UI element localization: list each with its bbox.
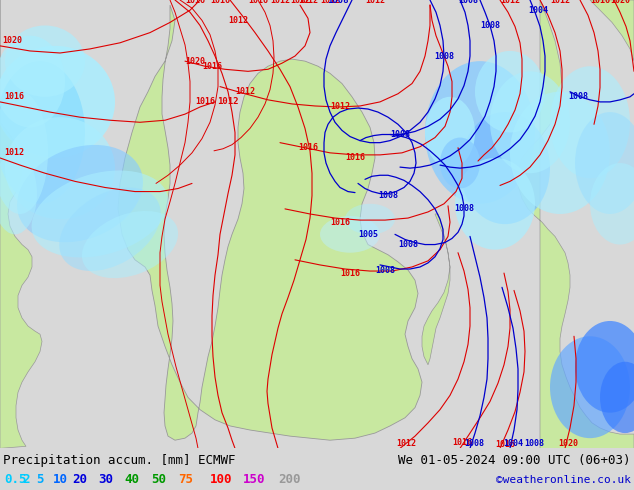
Ellipse shape bbox=[59, 188, 161, 271]
Text: 1008: 1008 bbox=[480, 21, 500, 30]
Text: 1016: 1016 bbox=[210, 0, 230, 4]
Text: 1008: 1008 bbox=[434, 51, 454, 61]
Ellipse shape bbox=[575, 321, 634, 413]
Text: 1012: 1012 bbox=[290, 0, 310, 4]
Text: 1012: 1012 bbox=[298, 0, 318, 4]
Text: 1012: 1012 bbox=[217, 98, 239, 106]
Polygon shape bbox=[518, 0, 634, 448]
Ellipse shape bbox=[590, 163, 634, 245]
Text: 0.5: 0.5 bbox=[4, 473, 27, 487]
Text: 1008: 1008 bbox=[464, 439, 484, 448]
Ellipse shape bbox=[5, 117, 115, 219]
Ellipse shape bbox=[575, 112, 634, 214]
Ellipse shape bbox=[82, 211, 178, 278]
Ellipse shape bbox=[320, 216, 380, 253]
Text: We 01-05-2024 09:00 UTC (06+03): We 01-05-2024 09:00 UTC (06+03) bbox=[399, 454, 631, 467]
Text: 1012: 1012 bbox=[396, 439, 416, 448]
Ellipse shape bbox=[0, 46, 115, 158]
Text: 1008: 1008 bbox=[378, 191, 398, 200]
Polygon shape bbox=[0, 0, 42, 448]
Text: 1012: 1012 bbox=[330, 102, 350, 112]
Text: 1016: 1016 bbox=[202, 62, 222, 71]
Text: 1016: 1016 bbox=[495, 440, 515, 449]
Ellipse shape bbox=[550, 336, 630, 438]
Text: 20: 20 bbox=[72, 473, 87, 487]
Text: 1016: 1016 bbox=[248, 0, 268, 4]
Text: 1008: 1008 bbox=[390, 130, 410, 139]
Text: 1012: 1012 bbox=[365, 0, 385, 4]
Text: 1008: 1008 bbox=[458, 0, 478, 4]
Ellipse shape bbox=[460, 112, 550, 224]
Ellipse shape bbox=[0, 153, 37, 234]
Text: 100: 100 bbox=[210, 473, 233, 487]
Text: 1008: 1008 bbox=[454, 204, 474, 213]
Text: 1012: 1012 bbox=[270, 0, 290, 4]
Polygon shape bbox=[118, 5, 422, 440]
Text: 1008: 1008 bbox=[398, 240, 418, 249]
Text: 200: 200 bbox=[278, 473, 301, 487]
Text: 1005: 1005 bbox=[358, 230, 378, 239]
Ellipse shape bbox=[455, 158, 535, 249]
Text: 1008: 1008 bbox=[524, 439, 544, 448]
Text: 1012: 1012 bbox=[500, 0, 520, 4]
Text: 1016: 1016 bbox=[298, 143, 318, 152]
Text: 1012: 1012 bbox=[235, 87, 255, 96]
Text: 1016: 1016 bbox=[330, 218, 350, 227]
Ellipse shape bbox=[345, 204, 395, 234]
Ellipse shape bbox=[475, 51, 545, 132]
Ellipse shape bbox=[440, 138, 480, 189]
Text: 5: 5 bbox=[36, 473, 44, 487]
Text: 40: 40 bbox=[124, 473, 139, 487]
Text: 1020: 1020 bbox=[2, 36, 22, 45]
Text: 2: 2 bbox=[22, 473, 30, 487]
Text: Precipitation accum. [mm] ECMWF: Precipitation accum. [mm] ECMWF bbox=[3, 454, 235, 467]
Polygon shape bbox=[422, 214, 450, 365]
Ellipse shape bbox=[5, 25, 85, 97]
Text: 1020: 1020 bbox=[558, 439, 578, 448]
Text: 1016: 1016 bbox=[452, 438, 472, 447]
Ellipse shape bbox=[32, 171, 169, 257]
Ellipse shape bbox=[425, 61, 535, 204]
Text: 1012: 1012 bbox=[320, 0, 340, 4]
Ellipse shape bbox=[600, 362, 634, 433]
Text: 1012: 1012 bbox=[550, 0, 570, 4]
Ellipse shape bbox=[550, 66, 630, 178]
Text: 1004: 1004 bbox=[503, 439, 523, 448]
Polygon shape bbox=[590, 0, 634, 61]
Text: ©weatheronline.co.uk: ©weatheronline.co.uk bbox=[496, 475, 631, 485]
Text: 30: 30 bbox=[98, 473, 113, 487]
Text: 75: 75 bbox=[178, 473, 193, 487]
Bar bbox=[0, 433, 634, 448]
Text: 150: 150 bbox=[243, 473, 266, 487]
Ellipse shape bbox=[0, 61, 85, 204]
Text: 1016: 1016 bbox=[340, 269, 360, 278]
Text: 1012: 1012 bbox=[4, 148, 24, 157]
Ellipse shape bbox=[490, 72, 570, 173]
Text: 1020: 1020 bbox=[610, 0, 630, 4]
Text: 10: 10 bbox=[53, 473, 68, 487]
Text: 1016: 1016 bbox=[345, 153, 365, 163]
Ellipse shape bbox=[510, 92, 610, 214]
Text: 1004: 1004 bbox=[528, 6, 548, 15]
Ellipse shape bbox=[17, 145, 143, 242]
Text: 1020: 1020 bbox=[185, 57, 205, 66]
Ellipse shape bbox=[0, 36, 65, 127]
Text: 1016: 1016 bbox=[185, 0, 205, 4]
Text: 1016: 1016 bbox=[590, 0, 610, 4]
Ellipse shape bbox=[425, 97, 475, 168]
Text: 50: 50 bbox=[151, 473, 166, 487]
Text: 1008: 1008 bbox=[568, 92, 588, 101]
Text: 1016: 1016 bbox=[195, 98, 215, 106]
Ellipse shape bbox=[0, 92, 48, 214]
Text: 1016: 1016 bbox=[4, 92, 24, 101]
Text: 1012: 1012 bbox=[228, 16, 248, 25]
Text: 1008: 1008 bbox=[327, 0, 349, 4]
Text: 1008: 1008 bbox=[375, 266, 395, 274]
